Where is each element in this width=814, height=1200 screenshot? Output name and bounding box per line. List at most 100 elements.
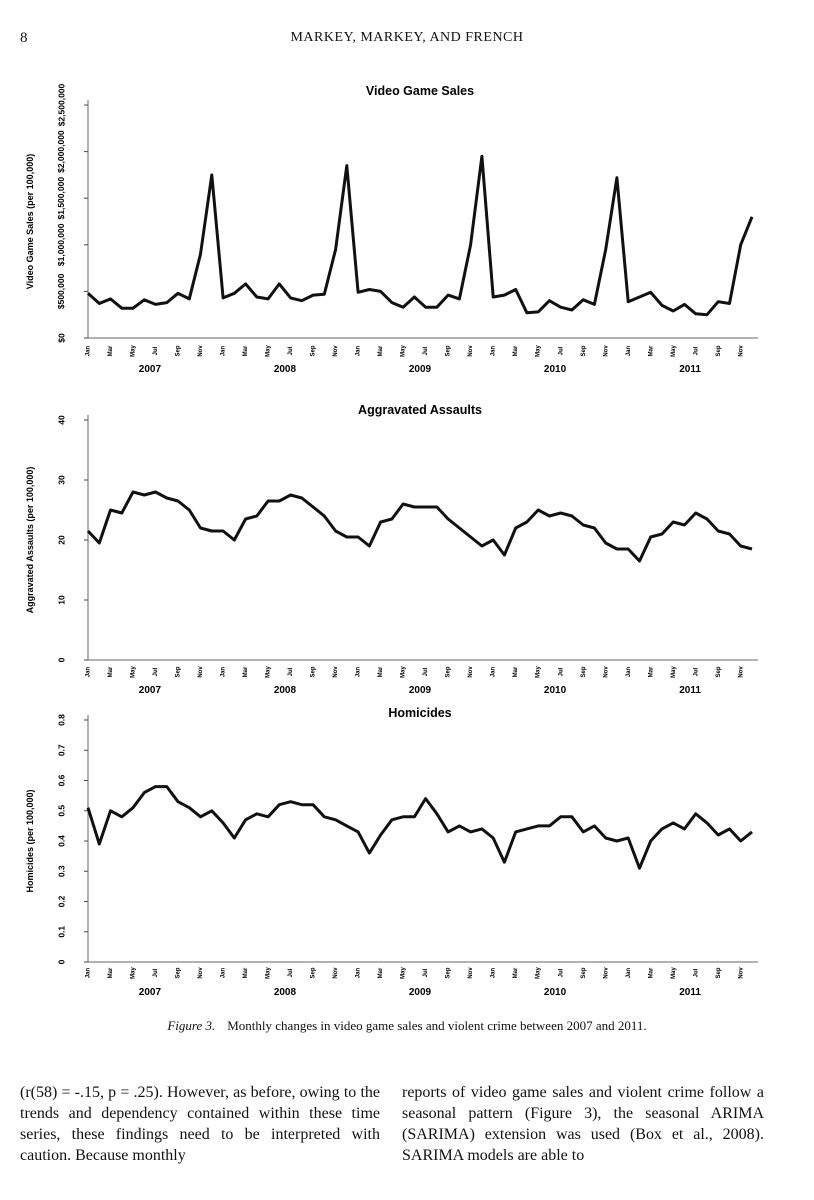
vgs-x-tick-label: Jul	[423, 346, 429, 355]
aa-x-tick-label: Sep	[311, 666, 317, 677]
hom-x-tick-label: Jul	[693, 968, 699, 977]
aa-x-tick-label: Mar	[513, 666, 519, 677]
page-number: 8	[20, 30, 28, 46]
hom-chart-title: Homicides	[388, 706, 451, 720]
aa-x-tick-label: Jan	[626, 666, 632, 677]
aa-x-tick-label: Nov	[468, 666, 474, 678]
vgs-y-tick-label: $1,000,000	[56, 223, 66, 266]
aa-year-label: 2009	[409, 685, 432, 696]
hom-year-label: 2009	[409, 987, 432, 998]
vgs-x-tick-label: Jul	[693, 346, 699, 355]
vgs-x-tick-label: Sep	[716, 345, 722, 356]
hom-x-tick-label: Sep	[446, 967, 452, 978]
vgs-year-label: 2011	[679, 364, 701, 375]
hom-y-tick-label: 0.1	[56, 926, 66, 938]
hom-x-tick-label: May	[401, 967, 407, 979]
vgs-x-tick-label: Sep	[446, 345, 452, 356]
hom-x-tick-label: Jul	[558, 968, 564, 977]
vgs-x-tick-label: Mar	[243, 345, 249, 356]
hom-x-tick-label: Jul	[153, 968, 159, 977]
vgs-y-tick-label: $2,000,000	[56, 130, 66, 173]
hom-x-tick-label: Jan	[221, 967, 227, 978]
aa-x-tick-label: Sep	[716, 666, 722, 677]
aa-y-tick-label: 40	[56, 415, 66, 425]
homicides-chart: Homicides Homicides (per 100,000) 0 0.1 0.2 0…	[25, 706, 758, 998]
vgs-x-tick-label: Nov	[603, 345, 609, 357]
hom-x-tick-label: Sep	[581, 967, 587, 978]
video-game-sales-chart: Video Game Sales Video Game Sales (per 10…	[25, 83, 758, 375]
body-text-right-column: reports of video game sales and violent …	[402, 1082, 764, 1166]
aa-x-tick-label: May	[671, 666, 677, 678]
hom-year-label: 2011	[679, 987, 701, 998]
aa-x-tick-label: Jan	[491, 666, 497, 677]
aa-x-tick-label: Nov	[333, 666, 339, 678]
aggravated-assaults-chart: Aggravated Assaults Aggravated Assaults (…	[25, 403, 758, 696]
hom-x-tick-label: Jan	[86, 967, 92, 978]
body-paragraph-right: reports of video game sales and violent …	[402, 1084, 764, 1164]
aa-x-tick-label: Mar	[108, 666, 114, 677]
aa-x-tick-label: May	[131, 666, 137, 678]
hom-x-tick-label: Jan	[356, 967, 362, 978]
hom-x-tick-label: Mar	[243, 967, 249, 978]
vgs-x-tick-label: Jan	[491, 345, 497, 356]
hom-x-tick-label: Mar	[648, 967, 654, 978]
aa-x-tick-label: Nov	[603, 666, 609, 678]
vgs-x-tick-label: Sep	[311, 345, 317, 356]
body-paragraph-left: (r(58) = -.15, p = .25). However, as bef…	[20, 1084, 380, 1164]
aa-x-tick-label: Mar	[378, 666, 384, 677]
vgs-x-tick-label: Jan	[221, 345, 227, 356]
vgs-series-line	[86, 154, 754, 317]
vgs-x-tick-label: Nov	[468, 345, 474, 357]
hom-x-tick-label: Jan	[491, 967, 497, 978]
aa-x-tick-label: Mar	[243, 666, 249, 677]
aa-year-label: 2008	[274, 685, 297, 696]
vgs-x-tick-label: Jan	[356, 345, 362, 356]
hom-x-tick-label: Nov	[333, 967, 339, 979]
aa-year-label: 2011	[679, 685, 701, 696]
hom-x-tick-label: Nov	[603, 967, 609, 979]
body-text-left-column: (r(58) = -.15, p = .25). However, as bef…	[20, 1082, 380, 1166]
vgs-x-tick-label: Mar	[108, 345, 114, 356]
aa-x-tick-label: Jul	[423, 667, 429, 676]
aa-y-tick-label: 10	[56, 595, 66, 605]
hom-year-label: 2010	[544, 987, 567, 998]
hom-y-tick-label: 0.6	[56, 774, 66, 786]
aa-chart-title: Aggravated Assaults	[358, 403, 482, 417]
hom-x-tick-label: Jan	[626, 967, 632, 978]
aa-x-tick-label: May	[266, 666, 272, 678]
vgs-x-tick-label: May	[401, 345, 407, 357]
aa-x-tick-label: Nov	[198, 666, 204, 678]
vgs-x-tick-label: Jan	[626, 345, 632, 356]
aa-y-axis-label: Aggravated Assaults (per 100,000)	[25, 467, 35, 614]
vgs-x-tick-label: May	[671, 345, 677, 357]
hom-y-tick-label: 0.8	[56, 714, 66, 726]
vgs-x-tick-label: Mar	[378, 345, 384, 356]
aa-series-line	[86, 490, 753, 563]
hom-y-tick-label: 0.3	[56, 865, 66, 877]
hom-x-tick-label: May	[536, 967, 542, 979]
running-head: MARKEY, MARKEY, AND FRENCH	[290, 30, 524, 45]
vgs-y-tick-label: $0	[56, 333, 66, 343]
vgs-x-tick-label: Sep	[176, 345, 182, 356]
vgs-year-label: 2009	[409, 364, 432, 375]
hom-x-tick-label: Mar	[108, 967, 114, 978]
hom-series-line	[86, 785, 753, 870]
aa-x-tick-label: May	[536, 666, 542, 678]
hom-y-tick-label: 0.5	[56, 805, 66, 817]
aa-x-tick-label: Jul	[288, 667, 294, 676]
aa-x-tick-label: Jan	[356, 666, 362, 677]
aa-y-tick-label: 30	[56, 475, 66, 485]
hom-x-tick-label: Sep	[176, 967, 182, 978]
hom-x-tick-label: Nov	[738, 967, 744, 979]
vgs-x-tick-label: May	[266, 345, 272, 357]
hom-y-tick-label: 0	[56, 959, 66, 964]
hom-x-tick-label: Sep	[716, 967, 722, 978]
hom-x-tick-label: Jul	[288, 968, 294, 977]
hom-y-tick-label: 0.4	[56, 835, 66, 847]
aa-year-label: 2007	[139, 685, 162, 696]
hom-x-tick-label: May	[266, 967, 272, 979]
hom-x-tick-label: May	[131, 967, 137, 979]
aa-x-tick-label: May	[401, 666, 407, 678]
hom-x-tick-label: Nov	[468, 967, 474, 979]
vgs-x-tick-label: May	[131, 345, 137, 357]
